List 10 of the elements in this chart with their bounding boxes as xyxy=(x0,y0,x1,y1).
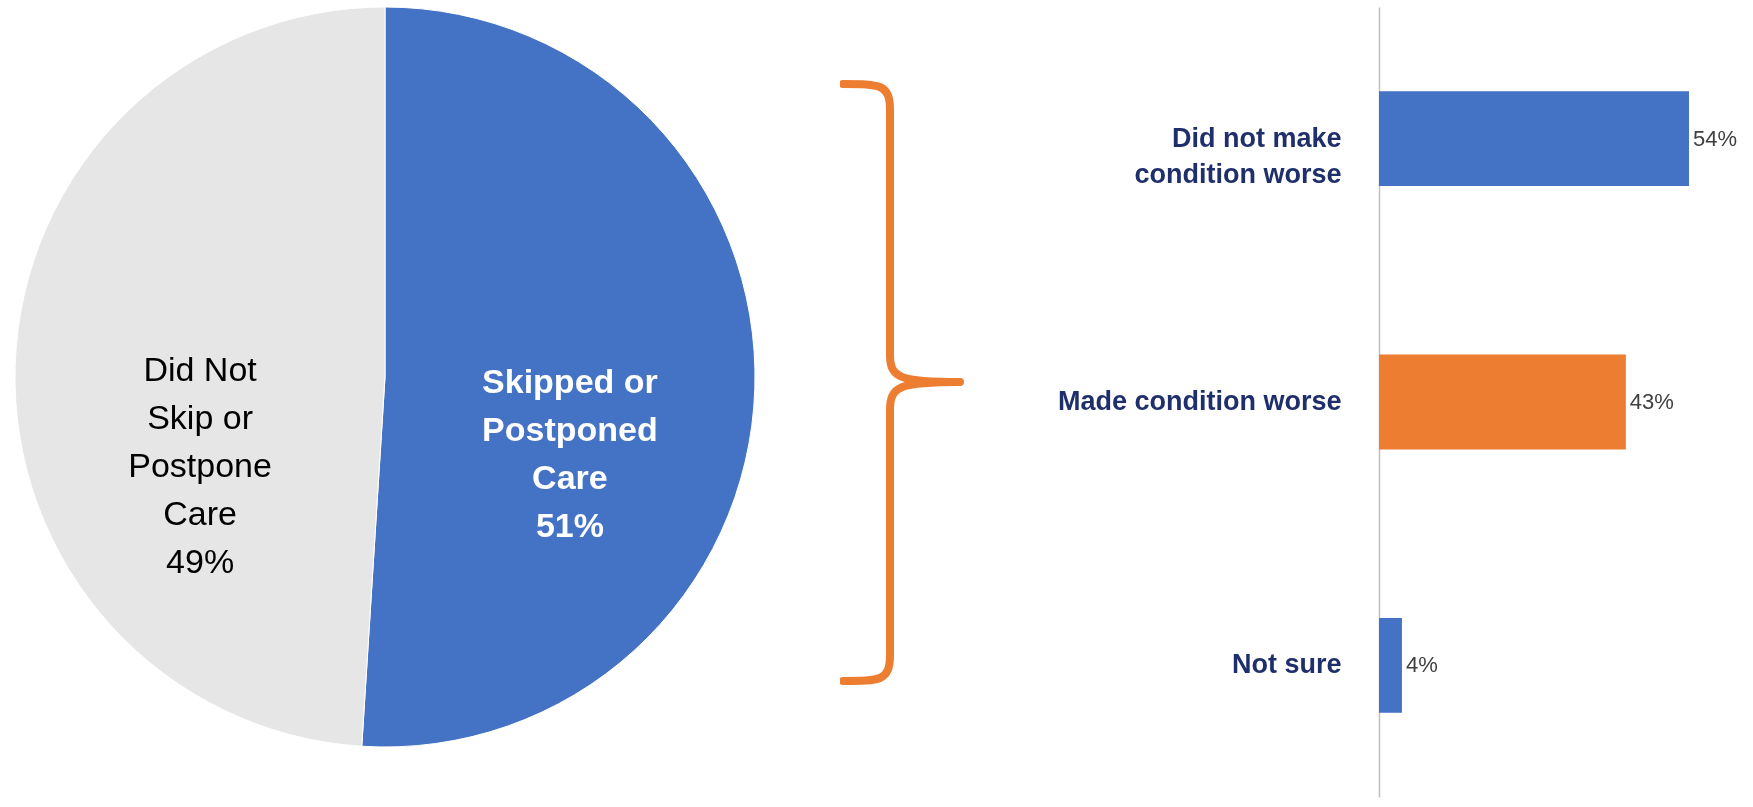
slice-label: Skipped or Postponed Care xyxy=(482,361,658,496)
slice-label: Did Not Skip or Postpone Care xyxy=(128,350,272,533)
y-tick-label: Not sure xyxy=(1231,649,1342,680)
y-tick-label: Did not make condition worse xyxy=(1134,122,1342,189)
data-label: 4% xyxy=(1405,652,1438,678)
data-label: 49% xyxy=(166,542,235,581)
data-label: 54% xyxy=(1693,125,1738,151)
data-label: 43% xyxy=(1629,389,1674,414)
data-label: 51% xyxy=(535,505,604,544)
y-tick-label: Made condition worse xyxy=(1057,386,1342,416)
